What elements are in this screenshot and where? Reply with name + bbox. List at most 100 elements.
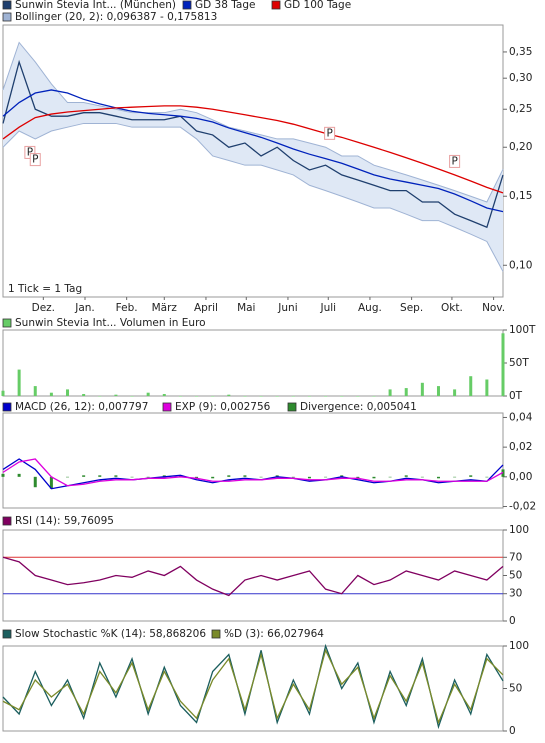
y-tick-label: 0 [509,615,516,627]
legend-label: Divergence: 0,005041 [300,401,417,413]
bar [146,392,150,396]
legend-swatch [162,402,172,412]
legend-swatch [2,629,12,639]
y-tick-label: 100 [509,640,529,652]
legend-swatch [2,12,12,22]
bar [404,475,408,477]
bar [436,476,440,479]
bar [82,394,86,396]
y-tick-label: 0,35 [509,46,532,58]
bar [420,382,424,396]
plot-area [2,645,504,732]
bar [130,476,134,478]
x-tick-label: Okt. [441,302,463,314]
legend-label: Bollinger (20, 2): 0,096387 - 0,175813 [15,11,217,23]
bar [178,475,182,477]
x-tick-label: Jan. [74,302,95,314]
bar [49,476,53,489]
bar [307,476,311,479]
bar [49,392,53,396]
bar [453,476,457,478]
y-tick-label: 100T [509,324,536,336]
legend-label: RSI (14): 59,76095 [15,515,114,527]
bar [227,475,231,477]
bar [146,476,150,478]
line [2,105,504,194]
legend-swatch [211,629,221,639]
x-note: 1 Tick = 1 Tag [8,283,82,295]
bar [388,389,392,396]
y-tick-label: 100 [509,524,529,536]
bar [291,476,295,478]
x-tick-label: April [194,302,218,314]
y-tick-label: 0 [509,725,516,737]
line [2,89,504,213]
bar [485,476,489,478]
x-tick-label: März [152,302,178,314]
bar [436,386,440,396]
y-tick-label: 0,30 [509,72,532,84]
bar [275,396,279,397]
bar [82,475,86,477]
x-tick-label: Sep. [400,302,423,314]
bar [291,396,295,397]
x-tick-label: Mai [237,302,255,314]
bar [372,476,376,479]
bar [33,386,37,396]
bar [98,396,102,397]
y-tick-label: 0,20 [509,141,532,153]
legend-label: GD 38 Tage [195,0,256,11]
bar [340,475,344,477]
y-tick-label: 50 [509,683,522,695]
legend-swatch [2,318,12,328]
bar [324,476,328,478]
bar [114,394,118,396]
y-tick-label: -0,02 [509,501,536,513]
y-tick-label: 0,02 [509,441,532,453]
legend-label: %D (3): 66,027964 [224,628,324,640]
y-tick-label: 50 [509,570,522,582]
bar [162,475,166,477]
line [2,648,504,725]
dividend-marker [324,126,336,140]
bar [420,476,424,478]
dividend-label: P [451,155,457,167]
bar [178,396,182,397]
y-tick-label: 30 [509,588,522,600]
dividend-label: P [32,154,38,166]
plot-area [2,529,504,622]
legend-label: Sunwin Stevia Int... (München) [15,0,176,11]
legend-swatch [271,0,281,10]
legend-label: Slow Stochastic %K (14): 58,868206 [15,628,206,640]
bar [162,394,166,396]
bar [324,396,328,397]
y-tick-label: 0,15 [509,190,532,202]
bar [243,396,247,397]
dividend-label: P [326,127,332,139]
bar [211,396,215,397]
bar [98,475,102,477]
bollinger-band [3,42,503,272]
x-tick-label: Feb. [116,302,138,314]
bar [404,388,408,396]
line [2,556,504,597]
bar [485,379,489,396]
legend-swatch [182,0,192,10]
bar [275,475,279,477]
bar [453,389,457,396]
bar [501,333,505,396]
bar [259,396,263,397]
line [2,59,504,229]
legend-swatch [2,0,12,10]
x-tick-label: Juli [319,302,336,314]
bar [469,475,473,477]
legend-swatch [2,516,12,526]
bar [33,476,37,488]
bar [66,389,70,396]
bar [17,473,21,477]
dividend-marker [449,154,461,168]
y-tick-label: 70 [509,551,522,563]
legend-label: Sunwin Stevia Int... Volumen in Euro [15,317,206,329]
legend-label: MACD (26, 12): 0,007797 [15,401,148,413]
